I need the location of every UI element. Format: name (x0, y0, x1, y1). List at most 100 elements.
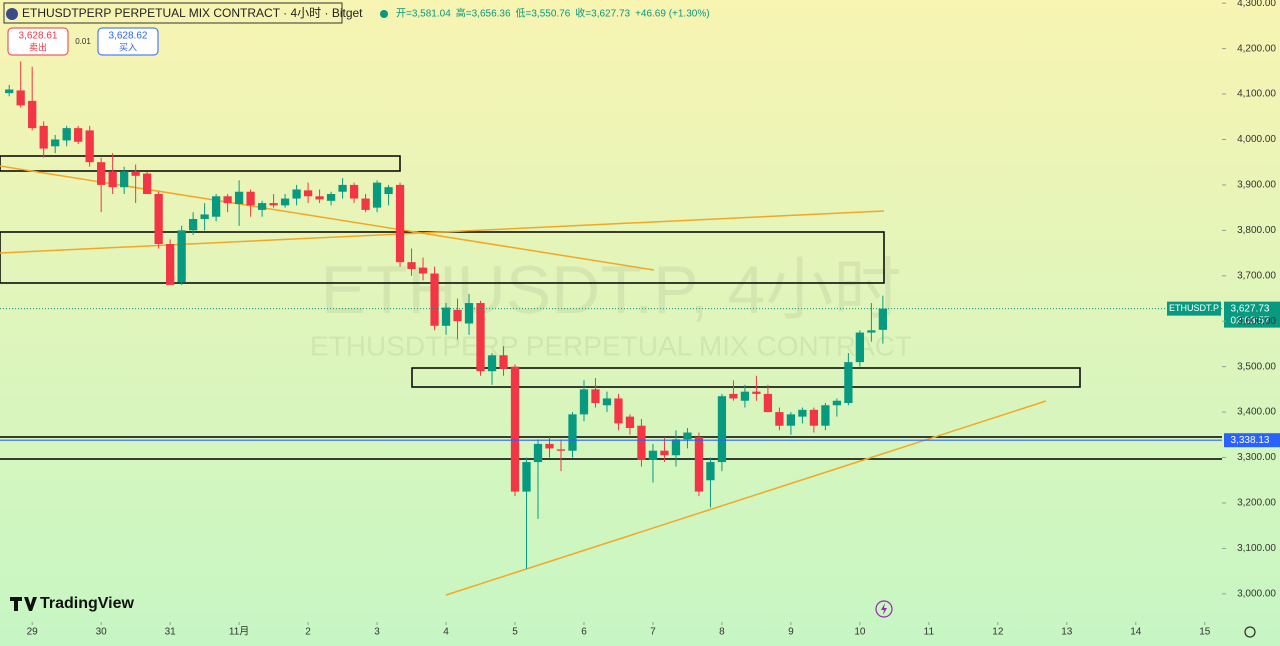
x-tick-label: 11月 (229, 626, 249, 638)
candle-body (786, 414, 796, 426)
candle-body (280, 198, 290, 206)
candle-body (441, 307, 451, 326)
candle-body (706, 462, 715, 481)
logo-text: TradingView (40, 595, 135, 612)
candle-body (533, 443, 543, 463)
x-tick-label: 5 (512, 627, 518, 638)
y-tick-label: 3,500.00 (1237, 361, 1276, 372)
candle-body (51, 139, 60, 147)
buy-button[interactable] (97, 27, 159, 56)
candle-body (602, 398, 612, 406)
symbol-tag-bg (1167, 301, 1221, 316)
candle-body (188, 218, 198, 231)
candle-body (648, 450, 658, 460)
candle-body (545, 443, 554, 449)
candle-body (625, 416, 635, 428)
candle-body (510, 366, 520, 492)
y-tick-label: 4,000.00 (1237, 134, 1276, 145)
candle-body (361, 198, 370, 210)
candle-body (809, 409, 819, 426)
candle-body (28, 100, 37, 129)
zone-box (411, 367, 1081, 388)
y-tick-label: 4,300.00 (1237, 0, 1276, 9)
ohlc-value: 开=3,581.04 (396, 9, 451, 20)
zone-box (0, 155, 401, 172)
sell-button[interactable] (7, 27, 69, 56)
x-tick-label: 8 (719, 627, 725, 638)
candle-body (637, 425, 646, 460)
candle-body (798, 409, 807, 417)
candle-body (269, 203, 278, 206)
title-box (3, 2, 343, 24)
y-tick-label: 3,300.00 (1237, 452, 1276, 463)
settings-icon[interactable] (1244, 626, 1256, 638)
candle-body (16, 90, 25, 106)
level-label: 3,338.13 (1231, 435, 1270, 446)
alert-icon[interactable] (875, 600, 893, 618)
buy-label: 买入 (119, 42, 137, 52)
candle-body (453, 309, 462, 322)
x-tick-label: 29 (27, 627, 39, 638)
candle-body (740, 391, 750, 401)
drawings (0, 155, 1222, 596)
candle-body (395, 184, 405, 263)
candle-body (832, 400, 842, 406)
candle-body (418, 267, 428, 274)
sell-price: 3,628.61 (19, 31, 58, 42)
candle-body (763, 393, 773, 413)
ohlc-value: 低=3,550.76 (516, 7, 571, 20)
level-label-bg (1224, 433, 1280, 448)
candle-body (223, 196, 232, 204)
y-tick-label: 3,000.00 (1237, 588, 1276, 599)
candle-body (131, 171, 140, 176)
candle-body (844, 362, 853, 404)
candle-body (85, 130, 94, 163)
buy-price: 3,628.62 (109, 31, 148, 42)
candle-body (487, 355, 497, 372)
candle-body (579, 389, 589, 415)
candle-body (74, 128, 83, 142)
candle-body (407, 262, 416, 269)
candle-body (671, 439, 681, 456)
symbol-icon (6, 8, 18, 20)
candle-body (211, 196, 221, 217)
candle-body (200, 214, 209, 219)
candle-body (752, 391, 761, 394)
x-tick-label: 7 (650, 627, 656, 638)
candle-body (499, 355, 508, 369)
candle-body (614, 398, 623, 424)
candle-body (326, 194, 336, 201)
candle-body (476, 303, 485, 372)
sell-label: 卖出 (29, 41, 47, 52)
y-tick-label: 4,100.00 (1237, 89, 1276, 100)
candle-body (143, 173, 152, 195)
candle-body (660, 450, 669, 456)
candle-body (729, 393, 738, 399)
candle-body (257, 203, 267, 210)
candle-body (717, 396, 727, 463)
candle-body (591, 389, 600, 404)
last-price-bg (1224, 301, 1280, 328)
candle-body (39, 125, 48, 149)
candle-body (246, 191, 255, 206)
alert-bolt (881, 603, 887, 615)
candle-body (683, 432, 692, 440)
x-tick-label: 31 (165, 627, 177, 638)
candles (5, 61, 888, 569)
trend-line (445, 400, 1047, 596)
watermark-name: ETHUSDTPERP PERPETUAL MIX CONTRACT (310, 330, 912, 361)
candle-body (120, 171, 129, 188)
candle-body (303, 190, 313, 197)
y-tick-label: 3,600.00 (1237, 316, 1276, 327)
ohlc-value: 收=3,627.73 (575, 7, 630, 20)
candle-body (821, 405, 830, 426)
candle-body (349, 184, 359, 199)
trend-line (0, 210, 885, 254)
title: ETHUSDTPERP PERPETUAL MIX CONTRACT · 4小时… (22, 6, 363, 20)
x-tick-label: 15 (1199, 627, 1211, 638)
watermark-symbol: ETHUSDT.P, 4小时 (321, 252, 902, 328)
